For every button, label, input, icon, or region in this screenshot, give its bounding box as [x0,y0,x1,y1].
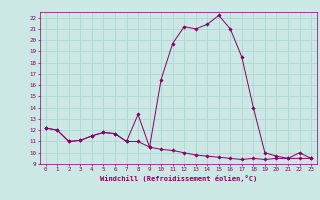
X-axis label: Windchill (Refroidissement éolien,°C): Windchill (Refroidissement éolien,°C) [100,175,257,182]
